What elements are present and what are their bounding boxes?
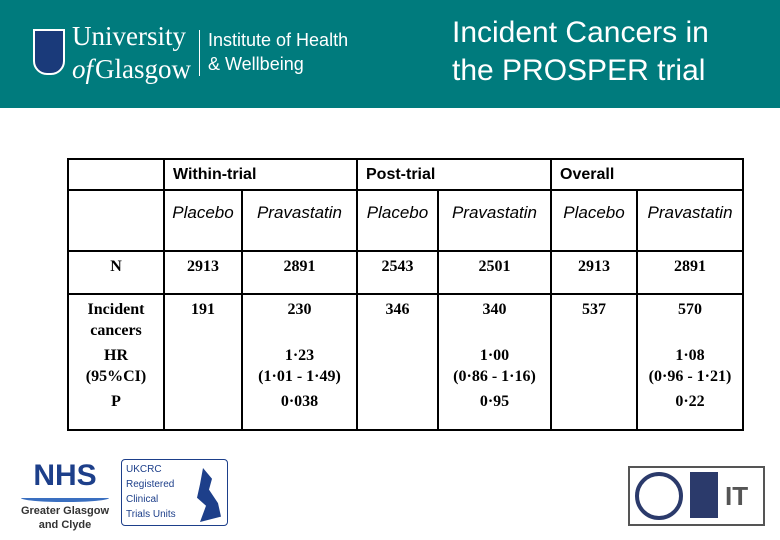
subheader: Placebo <box>550 189 638 252</box>
university-of: of <box>72 54 94 84</box>
group-header: Overall <box>549 158 745 191</box>
title-line2: the PROSPER trial <box>452 54 706 87</box>
empty-cell <box>67 158 165 191</box>
cell: 1·23 (1·01 - 1·49) <box>241 341 358 387</box>
subheader: Placebo <box>163 189 243 252</box>
cell <box>550 341 638 387</box>
certification-logos: IT <box>628 466 765 526</box>
university-line1: University <box>72 21 186 51</box>
ukcrc-line: Clinical <box>126 494 159 505</box>
label-line: Incident <box>87 301 145 318</box>
subheader-row: Placebo Pravastatin Placebo Pravastatin … <box>67 189 745 252</box>
slide-title: Incident Cancers in the PROSPER trial <box>452 14 709 90</box>
nhs-sub1: Greater Glasgow <box>20 505 110 517</box>
subheader: Pravastatin <box>635 189 745 252</box>
title-line1: Incident Cancers in <box>452 16 709 49</box>
ci-value: (0·96 - 1·21) <box>648 368 732 385</box>
row-label: P <box>67 387 165 431</box>
cell <box>163 341 243 387</box>
ci-value: (1·01 - 1·49) <box>258 368 341 385</box>
ukcrc-line: UKCRC <box>126 464 162 475</box>
hr-value: 1·08 <box>675 347 705 364</box>
cell: 570 <box>635 293 745 341</box>
nhs-wordmark: NHS <box>33 459 97 492</box>
row-label: HR (95%CI) <box>67 341 165 387</box>
cell <box>356 387 439 431</box>
cell: 0·22 <box>635 387 745 431</box>
cell: 1·00 (0·86 - 1·16) <box>437 341 552 387</box>
cell: 191 <box>163 293 243 341</box>
label-line: HR <box>104 347 128 364</box>
cell: 2913 <box>163 250 243 295</box>
institute-name: Institute of Health & Wellbeing <box>208 28 348 76</box>
institute-line2: & Wellbeing <box>208 54 304 74</box>
nhs-wave-icon <box>21 494 109 502</box>
cell <box>163 387 243 431</box>
nhs-logo: NHS Greater Glasgow and Clyde <box>15 458 115 532</box>
institute-line1: Institute of Health <box>208 30 349 50</box>
tickit-logo: IT <box>725 481 749 511</box>
cell: 2891 <box>635 250 745 295</box>
cell: 340 <box>437 293 552 341</box>
subheader: Pravastatin <box>437 189 552 252</box>
label-line: (95%CI) <box>85 368 147 385</box>
cell: 2501 <box>437 250 552 295</box>
ci-value: (0·86 - 1·16) <box>453 368 536 385</box>
table-row: HR (95%CI) 1·23 (1·01 - 1·49) 1·00 (0·86 - … <box>67 341 745 387</box>
ukcrc-line: Registered <box>126 479 175 490</box>
table-row: N 2913 2891 2543 2501 2913 2891 <box>67 250 745 295</box>
cell: 0·95 <box>437 387 552 431</box>
table-row: P 0·038 0·95 0·22 <box>67 387 745 431</box>
cell <box>356 341 439 387</box>
university-line2: Glasgow <box>95 54 192 84</box>
group-header: Within-trial <box>163 158 358 191</box>
hr-value: 1·23 <box>284 347 315 364</box>
university-crest-icon <box>33 29 65 75</box>
results-table: Within-trial Post-trial Overall Placebo … <box>67 158 745 431</box>
subheader: Placebo <box>356 189 439 252</box>
table-row: Incident cancers 191 230 346 340 537 570 <box>67 293 745 341</box>
header-banner: University ofGlasgow Institute of Health… <box>0 0 780 108</box>
cell: 0·038 <box>241 387 358 431</box>
cell: 230 <box>241 293 358 341</box>
hr-value: 1·00 <box>479 347 510 364</box>
cell: 1·08 (0·96 - 1·21) <box>635 341 745 387</box>
row-label: Incident cancers <box>67 293 165 341</box>
ukcrc-line: Trials Units <box>126 509 176 520</box>
logo-divider <box>199 30 200 76</box>
group-header-row: Within-trial Post-trial Overall <box>67 158 745 191</box>
row-label: N <box>67 250 165 295</box>
cell: 2913 <box>550 250 638 295</box>
cell <box>550 387 638 431</box>
empty-cell <box>67 189 165 252</box>
label-line: cancers <box>90 322 142 339</box>
cell: 537 <box>550 293 638 341</box>
cell: 2891 <box>241 250 358 295</box>
cell: 346 <box>356 293 439 341</box>
nhs-sub2: and Clyde <box>38 519 92 531</box>
ukas-icon <box>690 472 718 518</box>
ukcrc-logo: UKCRC Registered Clinical Trials Units <box>121 459 228 526</box>
cell: 2543 <box>356 250 439 295</box>
university-logo-text: University ofGlasgow <box>72 20 191 86</box>
subheader: Pravastatin <box>241 189 358 252</box>
group-header: Post-trial <box>356 158 552 191</box>
registered-seal-icon <box>635 472 683 520</box>
